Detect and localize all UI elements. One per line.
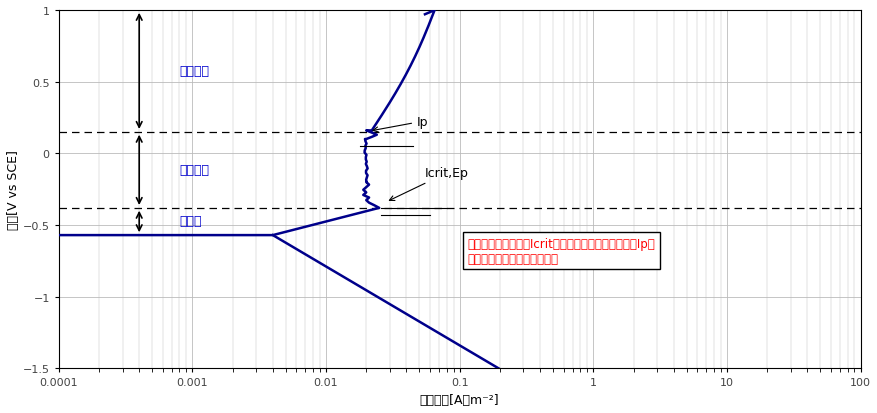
Text: 不動態域: 不動態域 — [179, 164, 210, 177]
Text: 不動態化電流密度（Icrit）、不動態保持電流密度（Ip）
が低いほど耐食性が優れる。: 不動態化電流密度（Icrit）、不動態保持電流密度（Ip） が低いほど耐食性が優… — [467, 237, 655, 265]
X-axis label: 電流密度[A・m⁻²]: 電流密度[A・m⁻²] — [419, 393, 499, 406]
Text: 過動態域: 過動態域 — [179, 64, 210, 78]
Text: 活性域: 活性域 — [179, 215, 202, 228]
Y-axis label: 電位[V vs SCE]: 電位[V vs SCE] — [7, 150, 20, 230]
Text: Icrit,Ep: Icrit,Ep — [389, 167, 468, 201]
Text: Ip: Ip — [373, 115, 428, 133]
